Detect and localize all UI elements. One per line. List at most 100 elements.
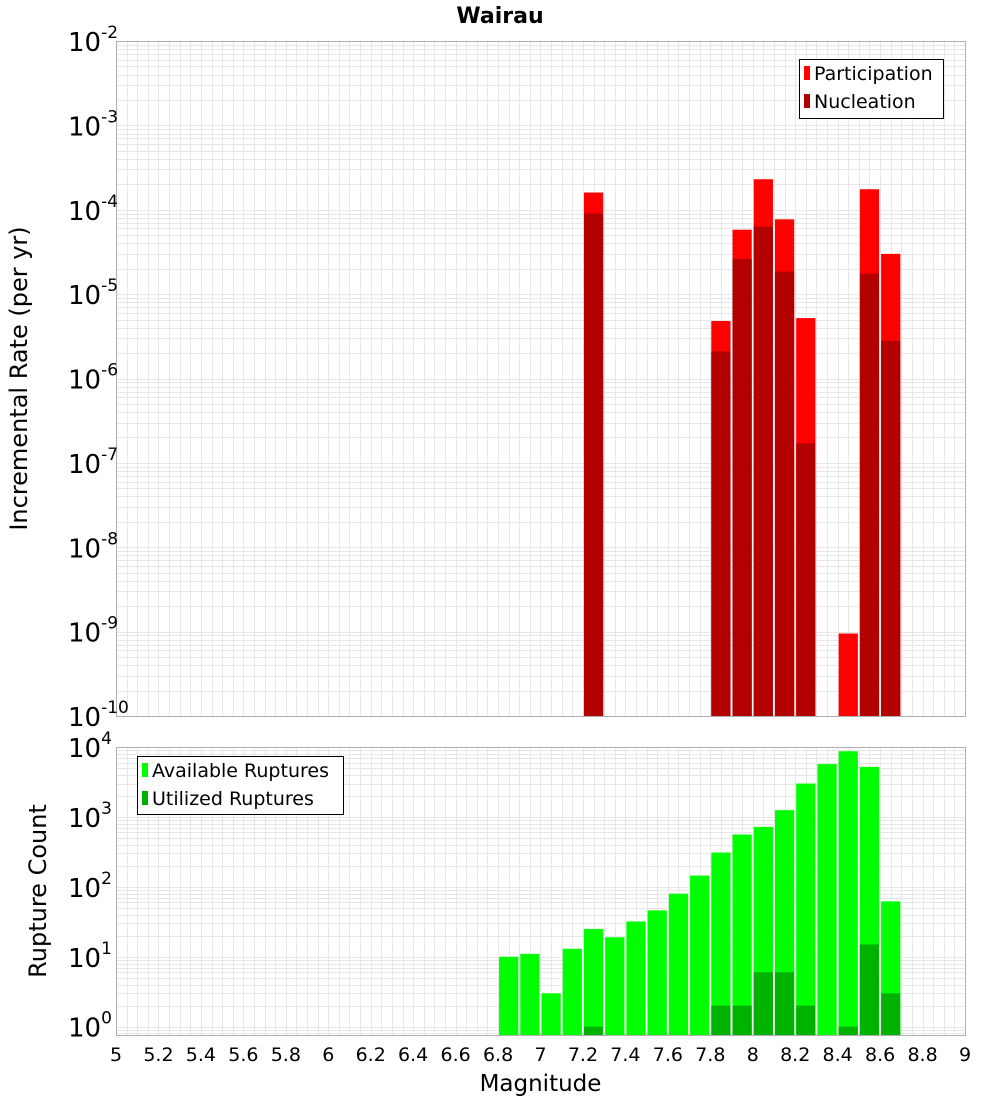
- legend-swatch: [804, 94, 810, 108]
- x-tick-label: 5: [110, 1044, 122, 1066]
- y-tick-base: 10: [68, 281, 101, 311]
- y-tick-exponent: 1: [101, 939, 112, 959]
- y-tick-label: 10-6: [68, 361, 118, 396]
- y-tick-label: 10-2: [68, 23, 118, 58]
- x-tick-label: 5.2: [143, 1044, 173, 1066]
- x-tick-label: 6.6: [440, 1044, 470, 1066]
- y-tick-label: 102: [68, 869, 112, 904]
- legend-label: Utilized Ruptures: [152, 788, 314, 810]
- x-tick-label: 8.8: [907, 1044, 937, 1066]
- series-nucleation: [583, 213, 901, 717]
- y-tick-base: 10: [68, 703, 101, 733]
- y-tick-base: 10: [68, 944, 101, 974]
- y-tick-exponent: -4: [101, 192, 118, 212]
- y-tick-exponent: 3: [101, 799, 112, 819]
- y-tick-label: 101: [68, 939, 112, 974]
- bar: [774, 271, 795, 716]
- plot-frame: [116, 747, 966, 1036]
- bar: [711, 351, 731, 716]
- y-tick-label: 10-4: [68, 192, 118, 227]
- x-axis-label: Magnitude: [480, 1071, 602, 1097]
- y-tick-base: 10: [68, 366, 101, 396]
- bar: [562, 948, 582, 1035]
- y-axis-label: Incremental Rate (per yr): [5, 226, 33, 530]
- legend-box: [137, 756, 344, 815]
- bar: [732, 834, 752, 1035]
- y-tick-exponent: -7: [101, 445, 118, 465]
- legend-label: Available Ruptures: [152, 760, 329, 782]
- y-tick-exponent: 0: [101, 1009, 112, 1029]
- x-tick-label: 7.4: [610, 1044, 640, 1066]
- y-tick-base: 10: [68, 619, 101, 649]
- x-tick-label: 8.4: [823, 1044, 853, 1066]
- bar: [711, 1005, 731, 1035]
- y-tick-label: 100: [68, 1009, 112, 1044]
- y-tick-label: 10-5: [68, 276, 118, 311]
- plot-frame: [116, 41, 966, 717]
- y-tick-exponent: -5: [101, 276, 118, 296]
- y-tick-exponent: -6: [101, 361, 118, 381]
- bar: [859, 273, 880, 716]
- x-tick-label: 8.2: [780, 1044, 810, 1066]
- y-tick-exponent: -2: [101, 23, 118, 43]
- bar: [838, 751, 858, 1035]
- bar: [520, 953, 540, 1035]
- y-tick-exponent: 4: [101, 729, 112, 749]
- x-tick-label: 6.8: [483, 1044, 513, 1066]
- bar: [753, 972, 773, 1035]
- y-tick-base: 10: [68, 28, 101, 58]
- bar: [796, 443, 816, 716]
- rate-panel: 10-1010-910-810-710-610-510-410-310-2Inc…: [5, 23, 966, 733]
- y-tick-exponent: -9: [101, 614, 118, 634]
- bar: [690, 875, 710, 1035]
- bar: [732, 259, 752, 716]
- bar: [838, 633, 858, 716]
- y-tick-base: 10: [68, 450, 101, 480]
- y-tick-base: 10: [68, 734, 101, 764]
- bar: [881, 993, 901, 1035]
- x-tick-label: 6.2: [356, 1044, 386, 1066]
- bar: [881, 340, 901, 716]
- y-tick-label: 10-10: [68, 698, 129, 733]
- y-tick-base: 10: [68, 197, 101, 227]
- bar: [838, 1026, 858, 1035]
- bar: [626, 921, 646, 1035]
- x-tick-label: 8: [747, 1044, 759, 1066]
- x-tick-label: 7.8: [695, 1044, 725, 1066]
- bar: [541, 993, 561, 1035]
- legend-label: Nucleation: [814, 91, 916, 113]
- bar: [647, 910, 667, 1035]
- x-tick-label: 6: [322, 1044, 334, 1066]
- x-tick-label: 5.8: [271, 1044, 301, 1066]
- bar: [796, 1005, 816, 1035]
- legend-box: [799, 59, 944, 119]
- y-tick-base: 10: [68, 1014, 101, 1044]
- x-tick-label: 5.4: [186, 1044, 216, 1066]
- y-tick-label: 10-8: [68, 529, 118, 564]
- y-tick-exponent: -3: [101, 107, 118, 127]
- bar: [796, 783, 816, 1035]
- bar: [668, 893, 689, 1035]
- y-tick-label: 10-9: [68, 614, 118, 649]
- bar: [499, 956, 519, 1035]
- x-tick-label: 7: [534, 1044, 546, 1066]
- y-tick-base: 10: [68, 804, 101, 834]
- series-utilized-ruptures: [583, 944, 901, 1035]
- bar: [583, 928, 604, 1035]
- x-tick-label: 7.6: [653, 1044, 683, 1066]
- chart-title: Wairau: [456, 4, 543, 29]
- x-tick-label: 7.2: [568, 1044, 598, 1066]
- bar: [583, 1026, 604, 1035]
- legend: Available Ruptures Utilized Ruptures: [137, 756, 344, 815]
- y-tick-base: 10: [68, 874, 101, 904]
- legend-swatch: [142, 763, 148, 777]
- x-tick-label: 6.4: [398, 1044, 428, 1066]
- y-tick-base: 10: [68, 112, 101, 142]
- x-tick-label: 9: [959, 1044, 971, 1066]
- x-tick-label: 5.6: [228, 1044, 258, 1066]
- y-tick-label: 10-7: [68, 445, 118, 480]
- legend-swatch: [804, 66, 810, 80]
- bar: [732, 1005, 752, 1035]
